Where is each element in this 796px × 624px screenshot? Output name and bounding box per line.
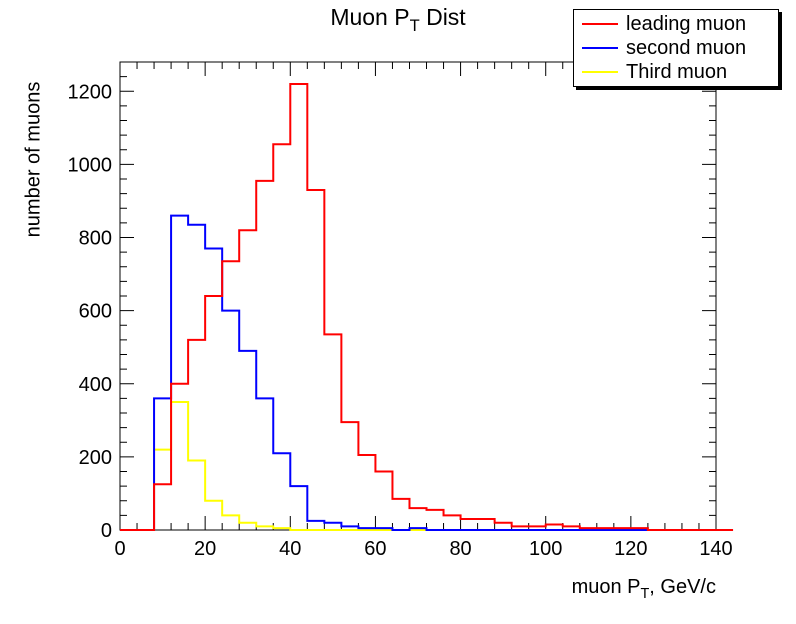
legend: leading muon second muon Third muon xyxy=(573,9,779,87)
series-second-muon xyxy=(120,214,734,531)
legend-label: leading muon xyxy=(626,12,747,35)
y-tick-label: 600 xyxy=(79,301,112,323)
legend-item-second-muon: second muon xyxy=(582,36,746,60)
legend-label: Third muon xyxy=(626,60,728,83)
x-tick-label: 40 xyxy=(279,538,301,560)
legend-swatch-blue xyxy=(582,47,618,49)
series-leading-muon xyxy=(120,82,734,531)
y-tick-label: 1000 xyxy=(68,154,113,176)
x-tick-label: 120 xyxy=(614,538,647,560)
x-tick-label: 100 xyxy=(529,538,562,560)
x-axis-label: muon PT, GeV/c xyxy=(571,576,716,603)
legend-item-leading-muon: leading muon xyxy=(582,12,746,36)
x-tick-label: 140 xyxy=(699,538,732,560)
y-tick-label: 800 xyxy=(79,228,112,250)
x-tick-label: 80 xyxy=(449,538,471,560)
legend-swatch-red xyxy=(582,23,618,25)
x-tick-label: 0 xyxy=(114,538,125,560)
chart-title: Muon PT Dist xyxy=(330,4,466,35)
y-tick-label: 0 xyxy=(101,520,112,542)
y-tick-label: 200 xyxy=(79,447,112,469)
legend-label: second muon xyxy=(626,36,747,59)
y-tick-label: 1200 xyxy=(68,81,113,103)
y-tick-label: 400 xyxy=(79,374,112,396)
legend-swatch-yellow xyxy=(582,71,618,73)
x-tick-label: 60 xyxy=(364,538,386,560)
x-tick-label: 20 xyxy=(194,538,216,560)
legend-item-third-muon: Third muon xyxy=(582,60,727,84)
